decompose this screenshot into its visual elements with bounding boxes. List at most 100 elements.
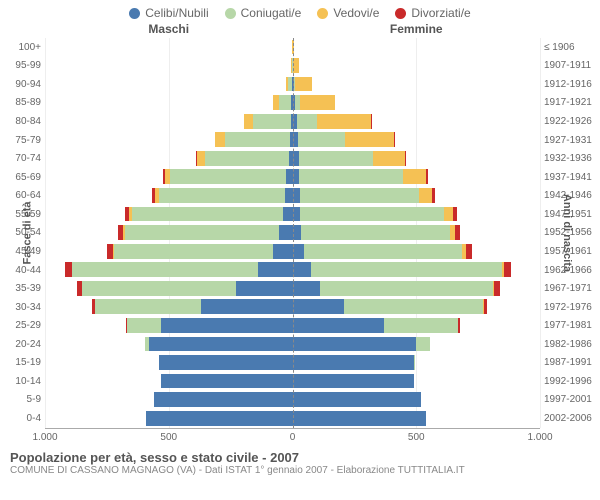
segment-c [293, 392, 422, 407]
legend-item: Divorziati/e [395, 6, 470, 20]
age-label: 20-24 [0, 335, 45, 354]
birth-year-label: 1927-1931 [540, 131, 600, 150]
birth-year-label: 1997-2001 [540, 391, 600, 410]
birth-year-label: 1917-1921 [540, 94, 600, 113]
segment-c [293, 244, 304, 259]
male-bar [45, 409, 293, 428]
segment-d [494, 281, 499, 296]
birth-year-label: 1922-1926 [540, 112, 600, 131]
x-axis: 1.00050005001.000 [45, 428, 540, 446]
female-bar [293, 409, 541, 428]
segment-co [300, 188, 419, 203]
age-label: 5-9 [0, 391, 45, 410]
age-label: 75-79 [0, 131, 45, 150]
female-bar [293, 187, 541, 206]
x-tick: 0 [290, 432, 296, 443]
age-label: 85-89 [0, 94, 45, 113]
segment-co [205, 151, 289, 166]
age-label: 15-19 [0, 354, 45, 373]
female-bar [293, 205, 541, 224]
segment-c [293, 281, 320, 296]
segment-co [82, 281, 235, 296]
segment-d [484, 299, 488, 314]
segment-c [293, 374, 414, 389]
segment-d [432, 188, 435, 203]
segment-c [293, 188, 300, 203]
birth-year-label: 1982-1986 [540, 335, 600, 354]
female-bar [293, 298, 541, 317]
segment-v [215, 132, 225, 147]
legend-label: Coniugati/e [241, 6, 302, 20]
segment-co [311, 262, 502, 277]
female-bar [293, 75, 541, 94]
male-bar [45, 75, 293, 94]
male-bar [45, 279, 293, 298]
segment-c [161, 318, 292, 333]
female-bar [293, 224, 541, 243]
female-bar [293, 94, 541, 113]
birth-year-label: 1912-1916 [540, 75, 600, 94]
legend-item: Coniugati/e [225, 6, 302, 20]
female-bar [293, 372, 541, 391]
caption-title: Popolazione per età, sesso e stato civil… [10, 450, 590, 465]
female-bar [293, 112, 541, 131]
segment-v [244, 114, 254, 129]
legend-dot [129, 8, 140, 19]
age-label: 10-14 [0, 372, 45, 391]
age-label: 90-94 [0, 75, 45, 94]
x-tick: 500 [408, 432, 425, 443]
segment-co [344, 299, 483, 314]
male-bar [45, 242, 293, 261]
age-label: 80-84 [0, 112, 45, 131]
male-bar [45, 354, 293, 373]
segment-c [161, 374, 292, 389]
male-bar [45, 168, 293, 187]
segment-co [125, 225, 278, 240]
age-label: 95-99 [0, 57, 45, 76]
segment-c [258, 262, 293, 277]
legend: Celibi/NubiliConiugati/eVedovi/eDivorzia… [0, 0, 600, 22]
male-bar [45, 335, 293, 354]
segment-co [301, 225, 450, 240]
segment-c [293, 355, 414, 370]
segment-co [416, 337, 430, 352]
segment-co [95, 299, 201, 314]
segment-co [253, 114, 290, 129]
female-bar [293, 131, 541, 150]
column-headers: Maschi Femmine [0, 22, 600, 38]
age-label: 35-39 [0, 279, 45, 298]
segment-d [458, 318, 459, 333]
segment-co [127, 318, 162, 333]
segment-d [394, 132, 395, 147]
segment-c [285, 188, 292, 203]
segment-co [225, 132, 289, 147]
segment-v [300, 95, 335, 110]
segment-v [373, 151, 405, 166]
birth-year-label: 1932-1936 [540, 149, 600, 168]
female-bar [293, 57, 541, 76]
birth-year-label: 1967-1971 [540, 279, 600, 298]
segment-co [298, 132, 345, 147]
male-bar [45, 261, 293, 280]
y-left-title: Fasce di età [21, 202, 33, 265]
segment-c [146, 411, 292, 426]
legend-item: Celibi/Nubili [129, 6, 208, 20]
segment-c [293, 262, 312, 277]
x-tick: 1.000 [527, 432, 552, 443]
age-label: 70-74 [0, 149, 45, 168]
female-bar [293, 242, 541, 261]
segment-co [297, 114, 317, 129]
segment-c [273, 244, 293, 259]
male-bar [45, 298, 293, 317]
segment-v [295, 77, 312, 92]
birth-year-label: 1977-1981 [540, 316, 600, 335]
segment-c [149, 337, 293, 352]
female-bar [293, 168, 541, 187]
birth-year-label: 1937-1941 [540, 168, 600, 187]
segment-d [466, 244, 472, 259]
female-bar [293, 279, 541, 298]
female-bar [293, 316, 541, 335]
segment-c [293, 225, 302, 240]
legend-label: Celibi/Nubili [145, 6, 208, 20]
male-bar [45, 205, 293, 224]
